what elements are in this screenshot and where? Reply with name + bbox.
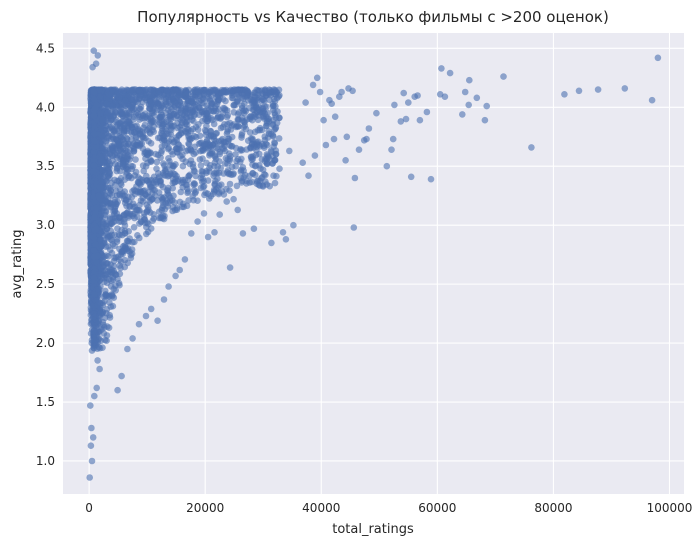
- data-point: [199, 179, 206, 186]
- data-point: [172, 207, 179, 214]
- cluster-point: [94, 357, 101, 364]
- data-point: [138, 197, 145, 204]
- data-point: [192, 181, 199, 188]
- data-point: [201, 192, 208, 199]
- data-point: [226, 187, 233, 194]
- data-point: [157, 154, 164, 161]
- data-point: [190, 161, 197, 168]
- data-point: [109, 293, 116, 300]
- data-point: [231, 109, 238, 116]
- data-point: [205, 177, 212, 184]
- data-point: [124, 260, 131, 267]
- data-point: [134, 139, 141, 146]
- data-point: [109, 192, 116, 199]
- data-point: [169, 185, 176, 192]
- data-point: [238, 134, 245, 141]
- data-point: [253, 152, 260, 159]
- data-point: [102, 337, 109, 344]
- data-point: [198, 162, 205, 169]
